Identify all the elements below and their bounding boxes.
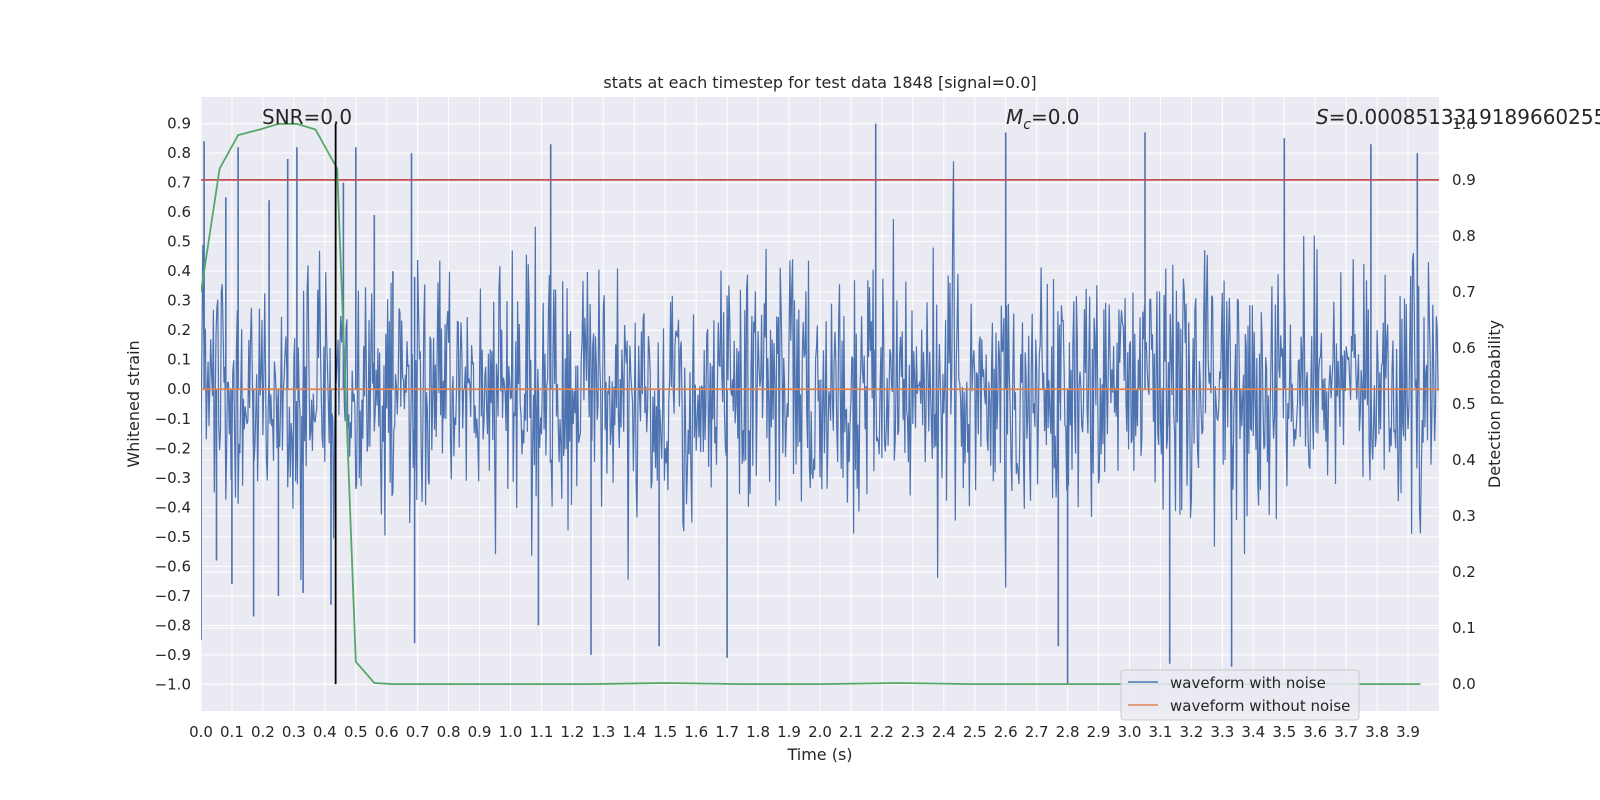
annotation-snr: SNR=0.0 — [262, 105, 352, 129]
x-tick-label: 2.9 — [1087, 723, 1111, 741]
y-tick-label: 0.7 — [167, 174, 191, 192]
y2-tick-label: 0.4 — [1452, 451, 1476, 469]
y-tick-label: 0.0 — [167, 380, 191, 398]
y-axis-label: Whitened strain — [124, 340, 143, 467]
x-tick-label: 3.9 — [1396, 723, 1420, 741]
y2-tick-label: 0.8 — [1452, 227, 1476, 245]
x-tick-label: 0.1 — [220, 723, 244, 741]
x-tick-label: 2.7 — [1025, 723, 1049, 741]
annotation-chirp-mass: Mc=0.0 — [1006, 105, 1080, 133]
x-tick-label: 2.2 — [870, 723, 894, 741]
x-tick-label: 0.9 — [468, 723, 492, 741]
y-tick-label: −0.5 — [155, 528, 191, 546]
legend-label-noise: waveform with noise — [1170, 674, 1326, 692]
y2-tick-label: 0.2 — [1452, 563, 1476, 581]
x-tick-label: 1.5 — [653, 723, 677, 741]
lines — [201, 123, 1439, 685]
x-tick-label: 3.3 — [1210, 723, 1234, 741]
y-tick-label: 0.9 — [167, 115, 191, 133]
x-tick-label: 1.3 — [591, 723, 615, 741]
y-tick-label: 0.4 — [167, 262, 191, 280]
legend-label-clean: waveform without noise — [1170, 697, 1350, 715]
x-tick-label: 3.6 — [1303, 723, 1327, 741]
y2-tick-label: 0.5 — [1452, 395, 1476, 413]
noise-peaks — [201, 123, 1419, 685]
x-tick-label: 2.0 — [808, 723, 832, 741]
y-tick-label: 0.3 — [167, 292, 191, 310]
x-tick-label: 2.6 — [994, 723, 1018, 741]
x-tick-label: 0.4 — [313, 723, 337, 741]
y-tick-label: −0.1 — [155, 410, 191, 428]
x-tick-label: 2.8 — [1056, 723, 1080, 741]
x-tick-label: 3.0 — [1118, 723, 1142, 741]
x-axis-label: Time (s) — [786, 745, 852, 764]
x-tick-label: 0.5 — [344, 723, 368, 741]
y-tick-label: 0.2 — [167, 321, 191, 339]
legend: waveform with noise waveform without noi… — [1120, 669, 1360, 721]
y2-axis-label: Detection probability — [1485, 320, 1504, 488]
x-tick-label: 0.3 — [282, 723, 306, 741]
x-tick-label: 1.9 — [777, 723, 801, 741]
y-tick-label: 0.5 — [167, 233, 191, 251]
y2-tick-label: 0.7 — [1452, 283, 1476, 301]
y-tick-label: −0.2 — [155, 439, 191, 457]
series-detection-probability — [201, 123, 1421, 685]
y2-tick-label: 0.6 — [1452, 339, 1476, 357]
y2-tick-label: 0.9 — [1452, 171, 1476, 189]
y-tick-label: 0.8 — [167, 144, 191, 162]
y2-tick-label: 0.1 — [1452, 619, 1476, 637]
y-tick-label: −0.4 — [155, 498, 191, 516]
y-tick-label: 0.6 — [167, 203, 191, 221]
y2-tick-label: 0.3 — [1452, 507, 1476, 525]
x-tick-label: 3.4 — [1241, 723, 1265, 741]
y-tick-label: −0.9 — [155, 646, 191, 664]
x-tick-label: 3.1 — [1149, 723, 1173, 741]
x-tick-label: 1.2 — [560, 723, 584, 741]
y-axis-ticks: −1.0 −0.9 −0.8 −0.7 −0.6 −0.5 −0.4 −0.3 −0.2 −0.1… — [155, 115, 191, 694]
y2-tick-label: 0.0 — [1452, 675, 1476, 693]
y-tick-label: −0.6 — [155, 557, 191, 575]
annotation-s: S=0.0008513319189660255 — [1316, 105, 1600, 129]
y2-tick-label: 1.0 — [1452, 115, 1476, 133]
x-tick-label: 2.1 — [839, 723, 863, 741]
x-tick-label: 3.2 — [1179, 723, 1203, 741]
y-tick-label: −0.8 — [155, 616, 191, 634]
x-tick-label: 1.0 — [499, 723, 523, 741]
x-tick-label: 2.4 — [932, 723, 956, 741]
y2-axis-ticks: 0.0 0.1 0.2 0.3 0.4 0.5 0.6 0.7 0.8 0.9 1.0 — [1452, 115, 1476, 693]
x-tick-label: 3.5 — [1272, 723, 1296, 741]
x-tick-label: 2.3 — [901, 723, 925, 741]
x-tick-label: 1.1 — [530, 723, 554, 741]
series-waveform-with-noise — [201, 123, 1439, 685]
x-tick-label: 0.8 — [437, 723, 461, 741]
x-tick-label: 0.2 — [251, 723, 275, 741]
legend-box — [1120, 669, 1360, 721]
y-tick-label: −0.3 — [155, 469, 191, 487]
x-tick-label: 1.8 — [746, 723, 770, 741]
x-tick-label: 1.7 — [715, 723, 739, 741]
x-tick-label: 1.4 — [622, 723, 646, 741]
x-tick-label: 0.6 — [375, 723, 399, 741]
x-tick-label: 1.6 — [684, 723, 708, 741]
y-tick-label: −0.7 — [155, 587, 191, 605]
x-tick-label: 3.8 — [1365, 723, 1389, 741]
x-tick-label: 0.7 — [406, 723, 430, 741]
chart-title: stats at each timestep for test data 184… — [603, 73, 1036, 92]
x-tick-label: 2.5 — [963, 723, 987, 741]
y-tick-label: 0.1 — [167, 351, 191, 369]
x-axis-ticks: 0.0 0.1 0.2 0.3 0.4 0.5 0.6 0.7 0.8 0.9 1.0 1.1 1.2 1… — [189, 723, 1420, 741]
x-tick-label: 0.0 — [189, 723, 213, 741]
y-tick-label: −1.0 — [155, 675, 191, 693]
x-tick-label: 3.7 — [1334, 723, 1358, 741]
